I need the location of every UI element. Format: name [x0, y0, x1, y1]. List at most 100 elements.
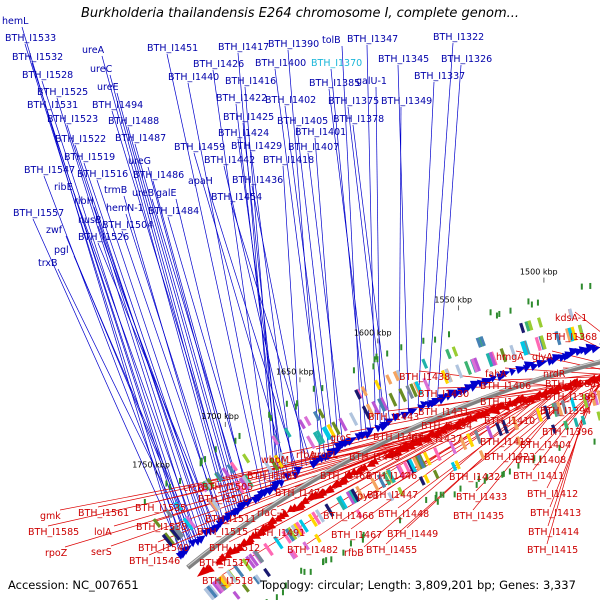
gene-label[interactable]: kdsA-1 [555, 313, 587, 324]
gene-label[interactable]: BTH_I1445 [349, 452, 400, 463]
gene-label[interactable]: BTH_I1419 [480, 437, 531, 448]
gene-label[interactable]: BTH_I1487 [115, 133, 166, 144]
gene-label[interactable]: tolB [322, 35, 341, 46]
gene-label[interactable]: BTH_I1400 [255, 58, 306, 69]
gene-label[interactable]: BTH_I1385 [309, 78, 360, 89]
gene-label[interactable]: BTH_I1337 [414, 71, 465, 82]
gene-label[interactable]: BTH_I1375 [328, 96, 379, 107]
gene-label[interactable]: BTH_I1402 [265, 95, 316, 106]
gene-label[interactable]: BTH_I1466 [323, 511, 374, 522]
gene-label[interactable]: BTH_I1444 [373, 432, 424, 443]
gene-label[interactable]: rfaC-1 [257, 508, 286, 519]
gene-label[interactable]: BTH_I1431 [418, 407, 469, 418]
gene-label[interactable]: BTH_I1415 [527, 545, 578, 556]
gene-label[interactable]: trxB [38, 258, 58, 269]
gene-label[interactable]: BTH_I1522 [55, 134, 106, 145]
gene-label[interactable]: galU-1 [356, 76, 387, 87]
gene-label[interactable]: BTH_I1407 [288, 142, 339, 153]
gene-label[interactable]: pgl [54, 245, 69, 256]
gene-label[interactable]: BTH_I1440 [168, 72, 219, 83]
gene-label[interactable]: nusB [78, 215, 102, 226]
gene-label[interactable]: BTH_I1349 [381, 96, 432, 107]
gene-label[interactable]: rfbB [344, 548, 364, 559]
gene-label[interactable]: glyA [532, 352, 553, 363]
gene-label[interactable]: BTH_I1401 [295, 127, 346, 138]
gene-label[interactable]: BTH_I1433 [456, 492, 507, 503]
gene-label[interactable]: BTH_I1531 [27, 100, 78, 111]
gene-label[interactable]: hmgA [496, 352, 524, 363]
gene-label[interactable]: BTH_I1455 [366, 545, 417, 556]
gene-label[interactable]: BTH_I1423 [484, 452, 535, 463]
gene-label[interactable]: BTH_I1494 [92, 100, 143, 111]
gene-label[interactable]: BTH_I1432 [449, 472, 500, 483]
gene-label[interactable]: lolA [94, 527, 112, 538]
gene-label[interactable]: BTH_I1429 [231, 141, 282, 152]
gene-label[interactable]: BTH_I1585 [28, 527, 79, 538]
gene-label[interactable]: fahA [485, 369, 507, 380]
gene-label[interactable]: BTH_I1434 [421, 421, 472, 432]
gene-label[interactable]: BTH_I1417 [218, 42, 269, 53]
gene-label[interactable]: BTH_I1425 [223, 112, 274, 123]
gene-label[interactable]: BTH_I1383 [545, 379, 596, 390]
gene-label[interactable]: BTH_I1368 [546, 332, 597, 343]
gene-label[interactable]: BTH_I1540 [138, 543, 189, 554]
gene-label[interactable]: BTH_I1424 [218, 128, 269, 139]
gene-label[interactable]: BTH_I1479 [275, 488, 326, 499]
gene-label[interactable]: BTH_I1435 [453, 511, 504, 522]
gene-label[interactable]: BTH_I1484 [148, 206, 199, 217]
gene-label[interactable]: hemL [2, 16, 29, 27]
gene-label[interactable]: BTH_I1413 [530, 508, 581, 519]
gene-label[interactable]: hemN-1 [106, 203, 144, 214]
gene-label[interactable]: BTH_I1517 [199, 558, 250, 569]
gene-label[interactable]: gmk [40, 511, 61, 522]
gene-label[interactable]: BTH_I1416 [225, 76, 276, 87]
gene-label[interactable]: BTH_I1491 [254, 528, 305, 539]
gene-label[interactable]: crcB [183, 483, 204, 494]
gene-label[interactable]: BTH_I1404 [520, 440, 571, 451]
gene-label[interactable]: zwf [46, 225, 63, 236]
gene-label[interactable]: BTH_I1422 [216, 93, 267, 104]
gene-label[interactable]: BTH_I1396 [542, 427, 593, 438]
gene-label[interactable]: trmB [104, 185, 127, 196]
gene-label[interactable]: apaH [188, 176, 213, 187]
gene-label[interactable]: BTH_I1519 [64, 152, 115, 163]
gene-label[interactable]: BTH_I1394 [540, 406, 591, 417]
gene-label[interactable]: BTH_I1410 [484, 416, 535, 427]
gene-label[interactable]: BTH_I1430 [418, 389, 469, 400]
gene-label[interactable]: BTH_I1528 [22, 70, 73, 81]
gene-label[interactable]: BTH_I1454 [211, 192, 262, 203]
gene-label[interactable]: BTH_I1459 [174, 142, 225, 153]
gene-label[interactable]: ureE [97, 82, 119, 93]
gene-label[interactable]: BTH_I1447 [367, 490, 418, 501]
gene-label[interactable]: BTH_I1446 [366, 471, 417, 482]
gene-label[interactable]: BTH_I1489 [247, 471, 298, 482]
gene-label[interactable]: BTH_I1438 [399, 372, 450, 383]
gene-label[interactable]: BTH_I1449 [387, 529, 438, 540]
gene-label[interactable]: ribH [74, 196, 94, 207]
gene-label[interactable]: BTH_I1510 [198, 494, 249, 505]
gene-label[interactable]: BTH_I1418 [263, 155, 314, 166]
gene-label[interactable]: BTH_I1557 [13, 208, 64, 219]
gene-label[interactable]: rpoZ [45, 548, 68, 559]
gene-label[interactable]: groS [330, 433, 352, 444]
gene-label[interactable]: galE [156, 188, 177, 199]
gene-label[interactable]: BTH_I1345 [378, 54, 429, 65]
gene-label[interactable]: BTH_I1526 [78, 232, 129, 243]
gene-label[interactable]: groEL [311, 450, 339, 461]
gene-label[interactable]: wbpM [261, 455, 289, 466]
gene-label[interactable]: ureB [132, 188, 154, 199]
gene-label[interactable]: ureA [82, 45, 105, 56]
gene-label[interactable]: BTH_I1378 [333, 114, 384, 125]
gene-label[interactable]: BTH_I1505 [202, 482, 253, 493]
gene-label[interactable]: ureG [128, 156, 151, 167]
gene-label[interactable]: BTH_I1408 [515, 455, 566, 466]
gene-label[interactable]: BTH_I1437 [411, 434, 462, 445]
gene-label[interactable]: ureC [90, 64, 113, 75]
gene-label[interactable]: BTH_I1426 [193, 59, 244, 70]
gene-label[interactable]: BTH_I1533 [5, 33, 56, 44]
gene-label[interactable]: BTH_I1414 [528, 527, 579, 538]
gene-label[interactable]: BTH_I1436 [232, 175, 283, 186]
gene-label[interactable]: BTH_I1525 [37, 87, 88, 98]
gene-label[interactable]: BTH_I1512 [209, 543, 260, 554]
